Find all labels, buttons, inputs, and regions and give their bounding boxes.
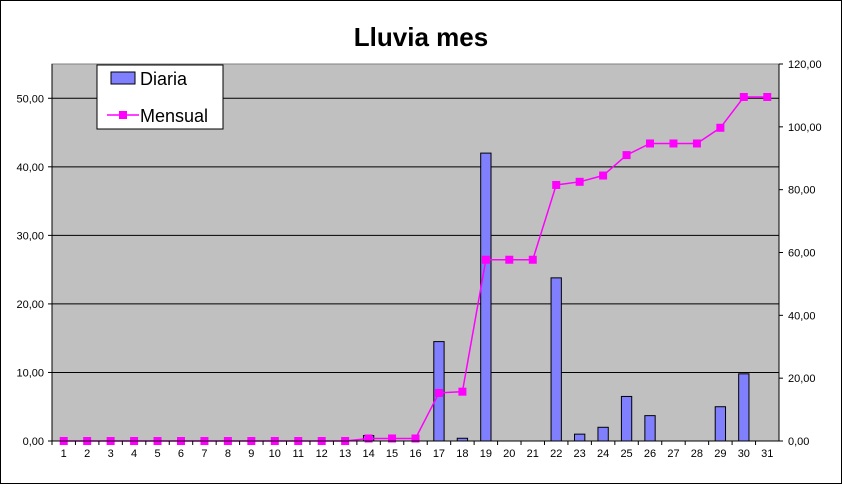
marker-mensual [575,177,584,186]
x-tick-label: 28 [691,448,703,460]
x-tick-label: 22 [550,448,562,460]
x-tick-label: 23 [574,448,586,460]
y-left-tick-label: 20,00 [16,299,44,311]
x-tick-label: 31 [761,448,773,460]
bar-diaria [597,426,609,442]
y-right-tick-label: 120,00 [788,59,822,71]
x-tick-label: 29 [714,448,726,460]
bar-diaria [738,373,750,442]
y-left-tick-label: 40,00 [16,162,44,174]
x-tick-label: 15 [386,448,398,460]
bar-diaria [550,277,562,442]
x-tick-label: 8 [225,448,231,460]
marker-mensual [739,92,748,101]
legend-diaria-label: Diaria [140,69,188,89]
marker-mensual [646,139,655,148]
marker-mensual [528,255,537,264]
marker-mensual [505,255,514,264]
x-tick-label: 12 [316,448,328,460]
y-right-tick-label: 40,00 [788,310,816,322]
bar-diaria [644,415,656,442]
x-tick-label: 3 [108,448,114,460]
y-right-tick-label: 20,00 [788,373,816,385]
bar-diaria [620,395,633,442]
marker-mensual [434,388,443,397]
x-tick-label: 7 [201,448,207,460]
marker-mensual [481,255,490,264]
y-left-tick-label: 30,00 [16,230,44,242]
marker-mensual [692,139,701,148]
bar-diaria [714,406,727,442]
x-tick-label: 25 [620,448,632,460]
axes: 0,00 10,00 20,00 30,00 40,00 50,00 0,00 20,00 40… [16,59,821,460]
x-tick-label: 13 [339,448,351,460]
x-tick-label: 26 [644,448,656,460]
legend-mensual-marker [119,111,127,119]
x-tick-label: 5 [154,448,160,460]
y-right-tick-label: 60,00 [788,248,816,260]
y-left-tick-label: 50,00 [16,93,44,105]
x-tick-label: 19 [480,448,492,460]
y-right-tick-label: 80,00 [788,185,816,197]
legend: Diaria Mensual [96,64,224,130]
x-tick-label: 6 [178,448,184,460]
x-tick-label: 18 [456,448,468,460]
x-tick-label: 20 [503,448,515,460]
x-tick-label: 9 [248,448,254,460]
marker-mensual [669,139,678,148]
x-tick-label: 2 [84,448,90,460]
marker-mensual [388,434,397,443]
marker-mensual [364,434,373,443]
x-tick-label: 30 [738,448,750,460]
marker-mensual [599,171,608,180]
x-tick-label: 11 [293,448,304,460]
x-tick-label: 14 [362,448,374,460]
marker-mensual [622,151,631,160]
y-right-tick-label: 100,00 [788,122,822,134]
x-tick-label: 4 [131,448,137,460]
x-tick-label: 10 [269,448,281,460]
y-left-tick-label: 0,00 [23,436,44,448]
marker-mensual [411,434,420,443]
y-left-tick-label: 10,00 [16,367,44,379]
marker-mensual [458,387,467,396]
marker-mensual [716,123,725,132]
x-tick-label: 27 [667,448,679,460]
chart-title: Lluvia mes [354,22,488,52]
x-tick-label: 24 [597,448,609,460]
x-tick-label: 21 [527,448,539,460]
legend-diaria-swatch [110,71,136,85]
marker-mensual [552,180,561,189]
x-tick-label: 17 [433,448,445,460]
x-tick-label: 16 [409,448,421,460]
bar-diaria [480,152,492,442]
y-right-tick-label: 0,00 [788,436,809,448]
x-tick-label: 1 [61,448,67,460]
legend-mensual-label: Mensual [140,106,208,126]
marker-mensual [763,92,772,101]
bar-diaria [574,433,586,442]
